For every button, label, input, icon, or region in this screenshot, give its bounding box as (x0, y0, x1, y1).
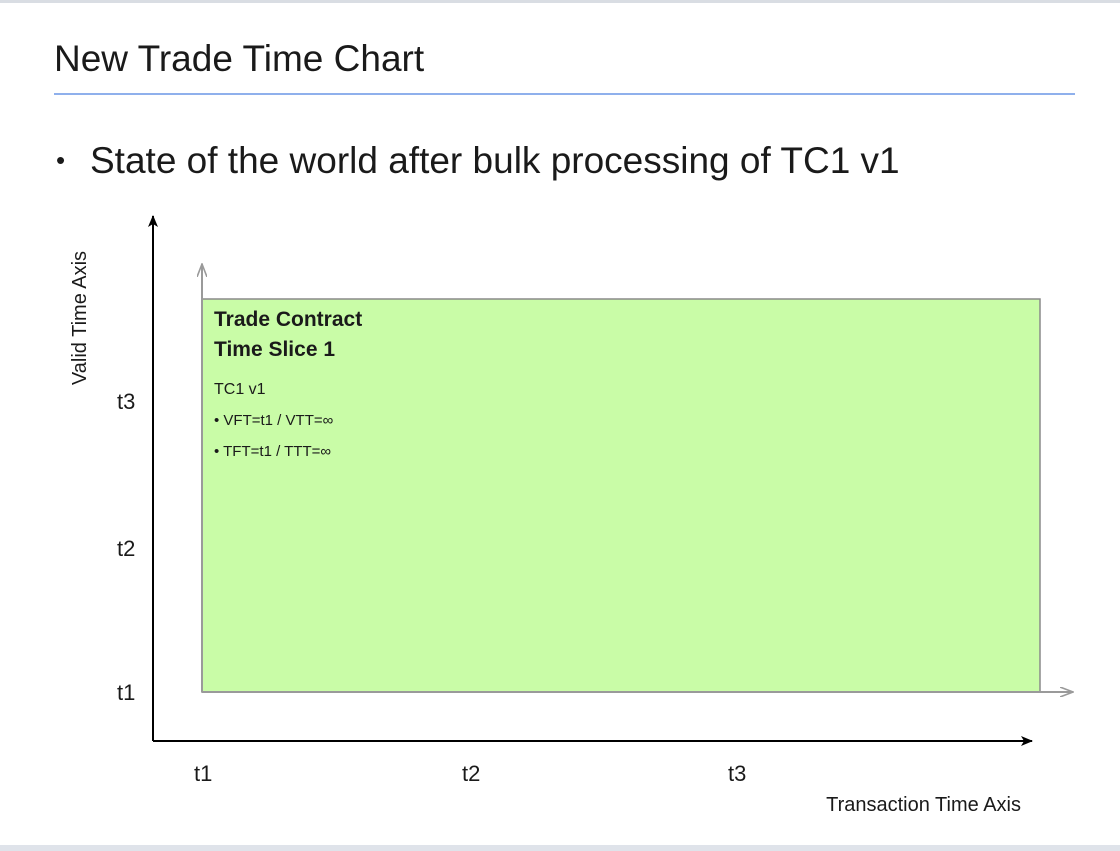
x-tick-t1: t1 (194, 761, 212, 786)
bullet-point: • State of the world after bulk processin… (56, 140, 900, 182)
bottom-border (0, 845, 1120, 851)
slice-heading-line1: Trade Contract (214, 308, 362, 331)
slice-version: TC1 v1 (214, 381, 266, 398)
bullet-dot-icon: • (56, 145, 66, 175)
title-divider (54, 93, 1075, 95)
x-axis-label: Transaction Time Axis (826, 794, 1021, 816)
bullet-text: State of the world after bulk processing… (90, 140, 900, 181)
x-tick-t2: t2 (462, 761, 480, 786)
y-axis-label: Valid Time Axis (69, 251, 91, 385)
y-tick-t1: t1 (117, 680, 135, 705)
slice-detail-valid: • VFT=t1 / VTT=∞ (214, 412, 334, 429)
time-slice-box (201, 298, 1041, 693)
slice-heading-line2: Time Slice 1 (214, 338, 335, 361)
y-tick-t2: t2 (117, 536, 135, 561)
page-title: New Trade Time Chart (54, 38, 425, 79)
y-tick-t3: t3 (117, 389, 135, 414)
top-border (0, 0, 1120, 3)
slice-detail-transaction: • TFT=t1 / TTT=∞ (214, 443, 331, 460)
x-tick-t3: t3 (728, 761, 746, 786)
